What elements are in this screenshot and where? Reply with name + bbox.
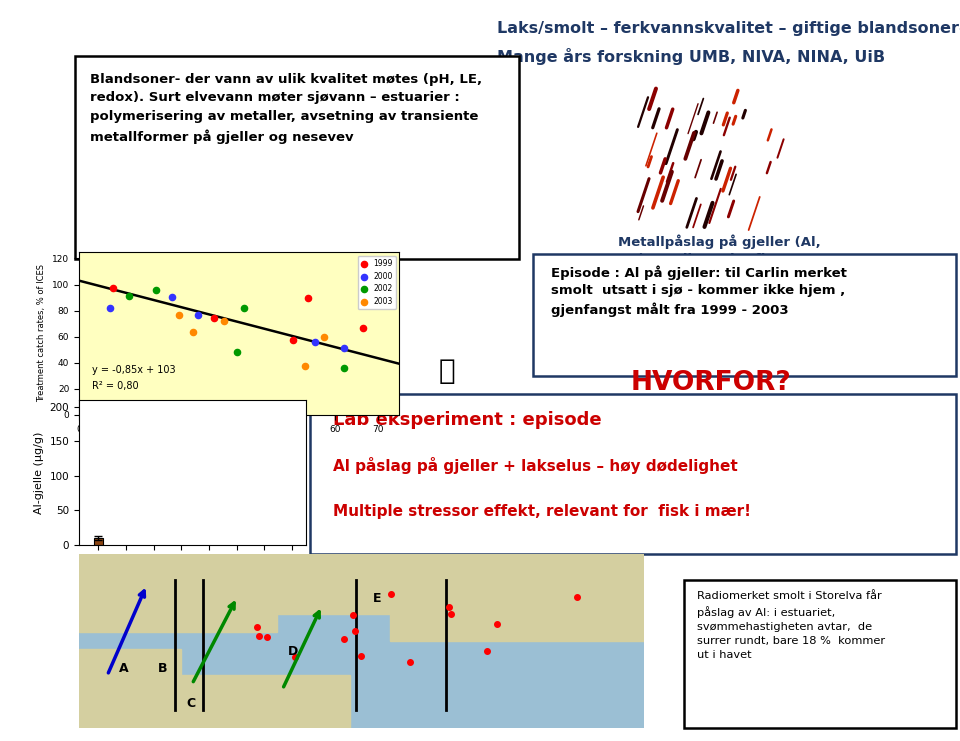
Text: D: D [288, 645, 299, 657]
2002 [236, 302, 252, 314]
2000 [103, 302, 118, 313]
Text: R² = 0,80: R² = 0,80 [92, 381, 138, 391]
Text: E: E [372, 592, 381, 605]
Text: Blandsoner- der vann av ulik kvalitet møtes (pH, LE,
redox). Surt elvevann møter: Blandsoner- der vann av ulik kvalitet mø… [89, 73, 482, 144]
2000 [337, 342, 352, 353]
Y-axis label: Treatment catch rates, % of ICES: Treatment catch rates, % of ICES [37, 265, 46, 402]
Legend: 1999, 2000, 2002, 2003: 1999, 2000, 2002, 2003 [358, 256, 396, 309]
1999 [355, 322, 371, 334]
Text: UNIVERSITETET FOR MILJØ - OG BIOVITENSKAP: UNIVERSITETET FOR MILJØ - OG BIOVITENSKA… [31, 95, 39, 320]
1999 [205, 312, 221, 324]
Text: y = -0,85x + 103: y = -0,85x + 103 [92, 365, 176, 375]
2003 [185, 326, 201, 338]
Y-axis label: Al-gjelle (µg/g): Al-gjelle (µg/g) [34, 431, 44, 514]
Text: HVORFOR?: HVORFOR? [631, 370, 791, 396]
X-axis label: Salinity: Salinity [167, 570, 218, 583]
1999 [300, 293, 316, 305]
2003 [217, 315, 232, 327]
Text: Lab eksperiment : episode: Lab eksperiment : episode [332, 411, 601, 429]
FancyBboxPatch shape [310, 394, 956, 554]
Bar [79, 649, 180, 728]
Text: C: C [186, 697, 196, 710]
Text: B: B [158, 662, 168, 675]
FancyBboxPatch shape [684, 580, 956, 728]
2002 [337, 362, 352, 374]
Text: Multiple stressor effekt, relevant for  fisk i mær!: Multiple stressor effekt, relevant for f… [332, 504, 751, 519]
2003 [298, 360, 313, 372]
Text: Laks/smolt – ferkvannskvalitet – giftige blandsoner-  lakselus  - retur: Laks/smolt – ferkvannskvalitet – giftige… [497, 21, 960, 36]
2002 [148, 285, 163, 296]
2000 [190, 309, 205, 321]
Text: Metallpåslag på gjeller (Al,
Fe), særlig under flommer: Metallpåslag på gjeller (Al, Fe), særlig… [618, 235, 821, 267]
1999 [285, 334, 300, 346]
2003 [317, 331, 332, 343]
Bar [79, 554, 276, 632]
Text: Mange års forskning UMB, NIVA, NINA, UiB: Mange års forskning UMB, NIVA, NINA, UiB [497, 48, 885, 65]
Text: A: A [118, 662, 129, 675]
Text: Radiomerket smolt i Storelva får
påslag av Al: i estuariet,
svømmehastigheten av: Radiomerket smolt i Storelva får påslag … [698, 591, 885, 660]
Text: Al påslag på gjeller + lakselus – høy dødelighet: Al påslag på gjeller + lakselus – høy dø… [332, 457, 737, 474]
Bar [390, 554, 644, 640]
Bar [180, 676, 350, 728]
FancyBboxPatch shape [75, 56, 519, 259]
1999 [106, 282, 121, 294]
2002 [229, 346, 245, 358]
2000 [164, 291, 180, 303]
2002 [121, 290, 136, 302]
FancyBboxPatch shape [533, 254, 955, 376]
Bar [249, 554, 503, 614]
Text: Episode : Al på gjeller: til Carlin merket
smolt  utsatt i sjø - kommer ikke hje: Episode : Al på gjeller: til Carlin merk… [551, 265, 847, 317]
Text: 🐟: 🐟 [439, 356, 456, 385]
2003 [171, 309, 186, 321]
Bar [93, 538, 103, 545]
2000 [307, 336, 323, 348]
X-axis label: Terminal sample: gill Al, ug/l: Terminal sample: gill Al, ug/l [176, 439, 303, 448]
